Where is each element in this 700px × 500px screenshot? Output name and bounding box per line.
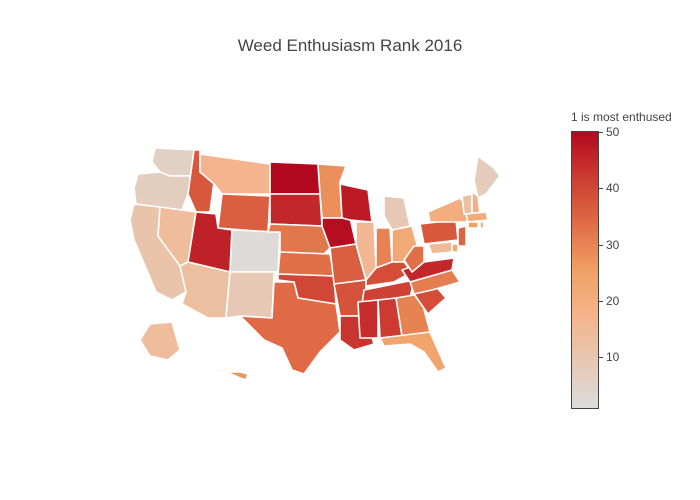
- colorbar-tick-label: 30: [606, 237, 620, 252]
- state-pa[interactable]: [419, 219, 459, 245]
- state-ak[interactable]: [139, 321, 181, 361]
- state-ks[interactable]: [277, 251, 335, 277]
- colorbar-tick-label: 20: [606, 293, 620, 308]
- state-ct[interactable]: [467, 221, 479, 229]
- state-nm[interactable]: [225, 271, 275, 319]
- colorbar: [571, 131, 599, 409]
- state-ri[interactable]: [479, 221, 485, 229]
- colorbar-tick-mark: [599, 132, 603, 133]
- chart-title: Weed Enthusiasm Rank 2016: [237, 36, 463, 55]
- colorbar-tick-mark: [599, 357, 603, 359]
- state-ms[interactable]: [357, 299, 379, 339]
- state-ma[interactable]: [465, 211, 489, 223]
- state-md[interactable]: [427, 241, 453, 255]
- state-me[interactable]: [473, 155, 501, 199]
- state-nd[interactable]: [269, 161, 321, 195]
- state-tx[interactable]: [239, 281, 341, 375]
- colorbar-tick-label: 40: [606, 181, 620, 196]
- state-wy[interactable]: [217, 193, 271, 233]
- state-vt[interactable]: [461, 193, 473, 215]
- colorbar-title: 1 is most enthused: [571, 110, 672, 124]
- state-wi[interactable]: [339, 181, 373, 223]
- state-fl[interactable]: [379, 331, 447, 373]
- state-az[interactable]: [179, 261, 231, 319]
- state-hi[interactable]: [207, 363, 249, 381]
- state-nj[interactable]: [457, 225, 467, 247]
- us-map: [129, 147, 501, 381]
- state-wv[interactable]: [403, 245, 425, 273]
- state-de[interactable]: [451, 243, 459, 253]
- colorbar-tick-mark: [599, 188, 603, 190]
- state-mi[interactable]: [383, 195, 411, 231]
- colorbar-tick-mark: [599, 300, 603, 302]
- colorbar-tick-label: 10: [606, 350, 620, 365]
- colorbar-tick-label: 50: [606, 125, 620, 139]
- state-co[interactable]: [229, 229, 281, 273]
- state-in[interactable]: [375, 227, 393, 269]
- colorbar-tick-mark: [599, 244, 603, 246]
- state-sd[interactable]: [269, 193, 323, 227]
